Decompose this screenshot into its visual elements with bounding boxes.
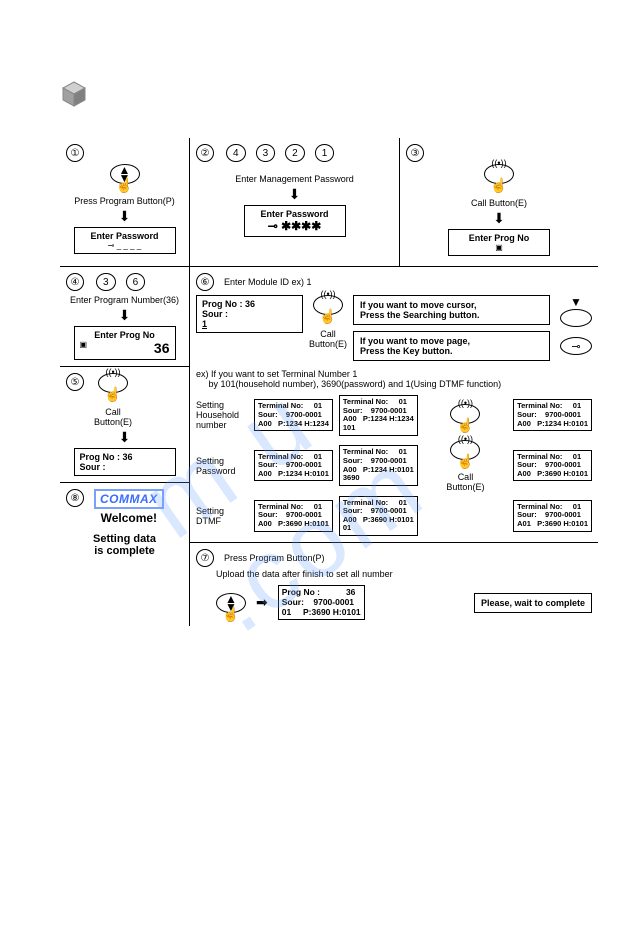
digit-button-4: 4 <box>226 144 246 162</box>
digit-button-3b: 3 <box>96 273 116 291</box>
step-number-1: ① <box>66 144 84 162</box>
digit-button-2: 2 <box>285 144 305 162</box>
digit-button-1: 1 <box>315 144 335 162</box>
digit-button-3: 3 <box>256 144 276 162</box>
step-number-2: ② <box>196 144 214 162</box>
step5-caption: Call Button(E) <box>94 407 132 427</box>
step-number-5: ⑤ <box>66 373 84 391</box>
step-2: ② 4 3 2 1 Enter Management Password ⬇ En… <box>190 138 400 266</box>
step7-sub: Upload the data after finish to set all … <box>216 569 592 579</box>
step4-caption: Enter Program Number(36) <box>66 295 183 305</box>
lcd-step2: Enter Password ⊸ ✱✱✱✱ <box>244 205 346 237</box>
step-number-4: ④ <box>66 273 84 291</box>
call-button-icon: ((•)) ☝ <box>98 373 128 393</box>
search-button-icon <box>560 309 592 327</box>
digit-button-6: 6 <box>126 273 146 291</box>
step-number-7: ⑦ <box>196 549 214 567</box>
call-button-icon: ((•)) ☝ <box>484 164 514 184</box>
key-button-icon: ⊸ <box>560 337 592 355</box>
call-button-icon: ((•))☝ <box>450 440 480 460</box>
welcome-text: Welcome! <box>94 511 164 525</box>
terminal-e2: Terminal No: 01 Sour: 9700-0001 A00 P:36… <box>254 500 333 532</box>
step6-title: Enter Module ID ex) 1 <box>224 277 312 287</box>
left-column: ④ 3 6 Enter Program Number(36) ⬇ Enter P… <box>60 267 190 626</box>
call-button-icon: ((•))☝ <box>450 404 480 424</box>
hh-label: Setting Household number <box>196 400 248 430</box>
step7-title: Press Program Button(P) <box>224 553 325 563</box>
terminal-c2: Terminal No: 01 Sour: 9700-0001 A00 P:12… <box>254 450 333 482</box>
program-button-icon: ▲▼ ☝ <box>216 593 246 613</box>
terminal-d: Terminal No: 01 Sour: 9700-0001 A00 P:12… <box>339 445 418 486</box>
arrow-down-icon: ⬇ <box>66 307 183 324</box>
step-number-6: ⑥ <box>196 273 214 291</box>
lcd-step1: Enter Password ⊸ _ _ _ _ <box>74 227 176 254</box>
step6-call-caption: Call Button(E) <box>309 329 347 349</box>
lcd-step4: Enter Prog No ▣ 36 <box>74 326 176 360</box>
lcd-step5: Prog No : 36 Sour : <box>74 448 176 476</box>
commax-logo: COMMAX <box>94 489 164 509</box>
terminal-g: Terminal No: 01 Sour: 9700-0001 A01 P:36… <box>513 500 592 532</box>
lcd-step3: Enter Prog No ▣ <box>448 229 550 256</box>
step2-caption: Enter Management Password <box>196 174 393 184</box>
cube-icon <box>60 80 618 108</box>
arrow-down-icon: ⬇ <box>66 429 183 446</box>
dt-label: Setting DTMF <box>196 506 248 526</box>
terminal-b: Terminal No: 01 Sour: 9700-0001 A00 P:12… <box>339 395 418 436</box>
step-1: ① ▲▼ ☝ Press Program Button(P) ⬇ Enter P… <box>60 138 190 266</box>
lcd-step7: Prog No : 36 Sour: 9700-0001 01 P:3690 H… <box>278 585 365 620</box>
step-number-8: ⑧ <box>66 489 84 507</box>
step-6: ⑥ Enter Module ID ex) 1 Prog No : 36 Sou… <box>190 267 598 626</box>
tip-cursor: If you want to move cursor, Press the Se… <box>353 295 550 325</box>
lcd-step6: Prog No : 36 Sour : 1 <box>196 295 303 333</box>
tip-page: If you want to move page, Press the Key … <box>353 331 550 361</box>
step1-caption: Press Program Button(P) <box>66 196 183 206</box>
terminal-f: Terminal No: 01 Sour: 9700-0001 A00 P:36… <box>339 496 418 537</box>
terminal-a: Terminal No: 01 Sour: 9700-0001 A00 P:12… <box>254 399 333 431</box>
terminal-c1: Terminal No: 01 Sour: 9700-0001 A00 P:12… <box>513 399 592 431</box>
call-button-icon: ((•)) ☝ <box>313 295 343 315</box>
arrow-down-icon: ⬇ <box>66 208 183 225</box>
arrow-down-icon: ⬇ <box>196 186 393 203</box>
instruction-grid: ① ▲▼ ☝ Press Program Button(P) ⬇ Enter P… <box>60 138 598 626</box>
pw-label: Setting Password <box>196 456 248 476</box>
program-button-icon: ▲▼ ☝ <box>110 164 140 184</box>
terminal-e1: Terminal No: 01 Sour: 9700-0001 A00 P:36… <box>513 450 592 482</box>
wait-box: Please, wait to complete <box>474 593 592 613</box>
step3-caption: Call Button(E) <box>406 198 592 208</box>
step-7: ⑦ Press Program Button(P) Upload the dat… <box>190 543 598 626</box>
step-number-3: ③ <box>406 144 424 162</box>
arrow-right-icon: ➡ <box>256 594 268 611</box>
example-text: ex) If you want to set Terminal Number 1… <box>196 369 592 389</box>
step8-msg: Setting data is complete <box>66 533 183 557</box>
step-3: ③ ((•)) ☝ Call Button(E) ⬇ Enter Prog No… <box>400 138 598 266</box>
arrow-down-icon: ⬇ <box>406 210 592 227</box>
triangle-down-icon: ▼ <box>560 295 592 309</box>
